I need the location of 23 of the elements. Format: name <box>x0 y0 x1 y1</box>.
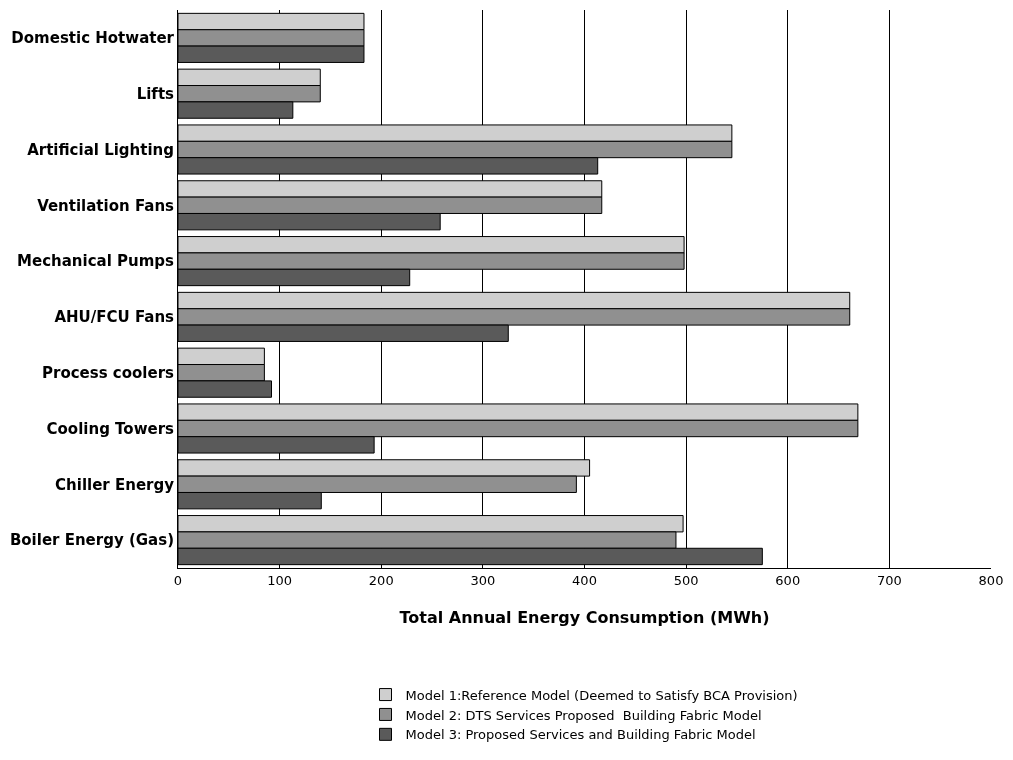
y-tick-label: Domestic Hotwater <box>11 29 175 48</box>
x-tick-label: 400 <box>572 572 597 588</box>
x-tick-label: 0 <box>173 572 183 588</box>
y-tick-label: Chiller Energy <box>55 475 175 494</box>
y-tick-label: Boiler Energy (Gas) <box>9 531 174 550</box>
x-tick-label: 700 <box>876 572 902 588</box>
y-tick-label: Artificial Lighting <box>27 140 174 159</box>
y-tick-label: Process coolers <box>42 363 175 382</box>
y-tick-label: Lifts <box>136 84 175 103</box>
x-tick-label: 100 <box>267 572 293 588</box>
y-tick-label: Ventilation Fans <box>37 196 175 215</box>
x-tick-label: 600 <box>775 572 801 588</box>
legend-label: Model 1:Reference Model (Deemed to Satisfy BCA Provision) <box>405 687 798 703</box>
x-tick-label: 800 <box>978 572 1004 588</box>
legend-label: Model 3: Proposed Services and Building Fabric Model <box>405 727 756 743</box>
y-tick-label: Mechanical Pumps <box>17 252 175 271</box>
x-tick-label: 200 <box>368 572 394 588</box>
legend-label: Model 2: DTS Services Proposed Building Fabric Model <box>405 707 762 723</box>
x-tick-label: 500 <box>673 572 699 588</box>
y-tick-label: Cooling Towers <box>46 419 175 438</box>
x-axis-title: Total Annual Energy Consumption (MWh) <box>399 608 770 628</box>
y-tick-label: AHU/FCU Fans <box>54 308 175 327</box>
x-tick-label: 300 <box>470 572 496 588</box>
